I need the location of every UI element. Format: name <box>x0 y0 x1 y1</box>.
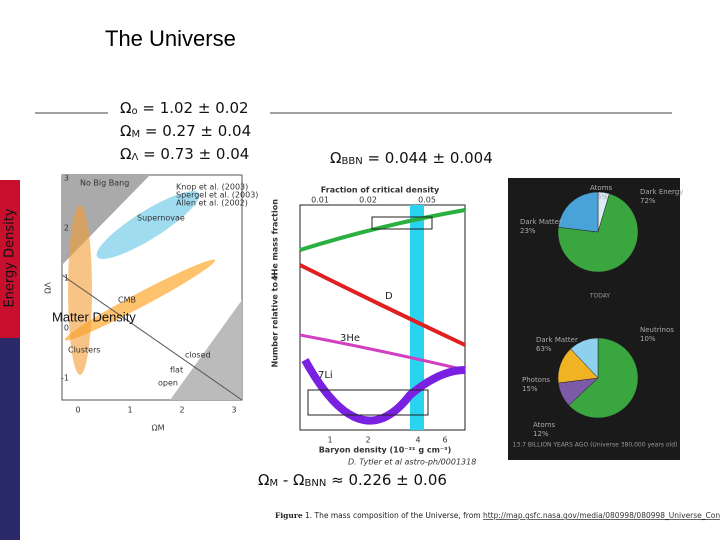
plot-label: flat <box>170 366 183 375</box>
equation: Ωo = 1.02 ± 0.02 <box>120 99 249 118</box>
matter-label: Matter Density <box>52 309 136 324</box>
slice-label: 23% <box>520 227 536 235</box>
d-curve <box>299 263 466 347</box>
supernovae <box>96 191 200 259</box>
equation: ΩBBN = 0.044 ± 0.004 <box>330 149 493 168</box>
flat-line <box>61 274 243 401</box>
pie-title: TODAY <box>589 293 611 300</box>
slice-name: Dark Matter <box>536 336 578 344</box>
slice-name: Dark Energy <box>640 188 683 196</box>
plot-label: closed <box>185 351 211 360</box>
box <box>371 216 433 230</box>
tick-label: 1 <box>127 406 132 415</box>
tick-label: 6 <box>442 436 447 445</box>
axis-label: Number relative to H <box>271 273 280 368</box>
tick-label: 2 <box>64 224 69 233</box>
clusters <box>68 205 92 375</box>
equation: ΩΛ = 0.73 ± 0.04 <box>120 145 249 164</box>
tick-label: 3 <box>231 406 236 415</box>
tick-label: 0.05 <box>418 196 436 205</box>
slice-label: 15% <box>522 385 538 393</box>
tick-label: -1 <box>61 374 69 383</box>
tick-label: 1 <box>327 436 332 445</box>
slice-label: 4.6% <box>590 193 608 201</box>
axis-label: Baryon density (10⁻³¹ g cm⁻³) <box>319 446 452 455</box>
caption: Figure 1. The mass composition of the Un… <box>275 511 720 520</box>
tick-label: 0.02 <box>359 196 377 205</box>
pie-slice <box>558 191 599 233</box>
tick-label: 0 <box>75 406 80 415</box>
box <box>307 389 429 416</box>
curve-label: D <box>385 291 393 302</box>
plot-label: Clusters <box>68 346 101 355</box>
middle-plot: Fraction of critical density 0.01 0.02 0… <box>271 186 477 467</box>
side-label: Energy Density <box>3 208 18 307</box>
equations: Ωo = 1.02 ± 0.02 ΩM = 0.27 ± 0.04 ΩΛ = 0… <box>120 99 493 490</box>
tick-label: 0 <box>64 324 69 333</box>
pie-slice <box>570 337 599 379</box>
axis-label: 4He mass fraction <box>271 199 280 281</box>
title: The Universe <box>105 26 236 51</box>
slice-name: Atoms <box>590 184 613 192</box>
equation: ΩM = 0.27 ± 0.04 <box>120 122 251 141</box>
legend-entry: Allen et al. (2002) <box>176 199 248 208</box>
region <box>170 300 242 400</box>
pie-slice <box>568 337 639 419</box>
he3-curve <box>299 333 466 372</box>
plot-label: CMB <box>118 296 136 305</box>
tick-label: 1 <box>64 274 69 283</box>
slice-label: 12% <box>533 430 549 438</box>
legend-entry: Spergel et al. (2003) <box>176 191 258 200</box>
left-plot: No Big Bang Supernovae CMB Clusters clos… <box>44 174 259 433</box>
credit: D. Tytler et al astro-ph/0001318 <box>348 458 476 467</box>
slice-name: Atoms <box>533 421 556 429</box>
side-bar-navy <box>0 338 20 540</box>
slice-label: 63% <box>536 345 552 353</box>
he4-curve <box>299 208 466 252</box>
slice-name: Dark Matter <box>520 218 562 226</box>
plot-label: open <box>158 379 178 388</box>
cmb <box>64 259 216 341</box>
slice-label: 10% <box>640 335 656 343</box>
plot-label: No Big Bang <box>80 179 129 188</box>
tick-label: 3 <box>64 174 69 183</box>
pie-title: 13.7 BILLION YEARS AGO (Universe 380,000… <box>513 442 678 449</box>
tick-label: 4 <box>415 436 420 445</box>
pie-slice <box>557 193 639 273</box>
axis-label: Fraction of critical density <box>321 186 440 195</box>
slice-name: Neutrinos <box>640 326 674 334</box>
equation: ΩM - ΩBNN ≈ 0.226 ± 0.06 <box>258 471 447 490</box>
li7-curve <box>301 358 466 425</box>
tick-label: 2 <box>179 406 184 415</box>
curve-label: 7Li <box>318 370 333 381</box>
axis-label: ΩM <box>151 424 164 433</box>
legend-entry: Knop et al. (2003) <box>176 183 248 192</box>
curve-label: 3He <box>340 333 360 344</box>
plot-label: Supernovae <box>137 214 185 223</box>
bbn-band <box>410 205 424 430</box>
slice-label: 72% <box>640 197 656 205</box>
axis-label: ΩΛ <box>44 282 53 294</box>
slice-name: Photons <box>522 376 550 384</box>
side-bar-red <box>0 180 20 338</box>
tick-label: 0.01 <box>311 196 329 205</box>
tick-label: 2 <box>365 436 370 445</box>
